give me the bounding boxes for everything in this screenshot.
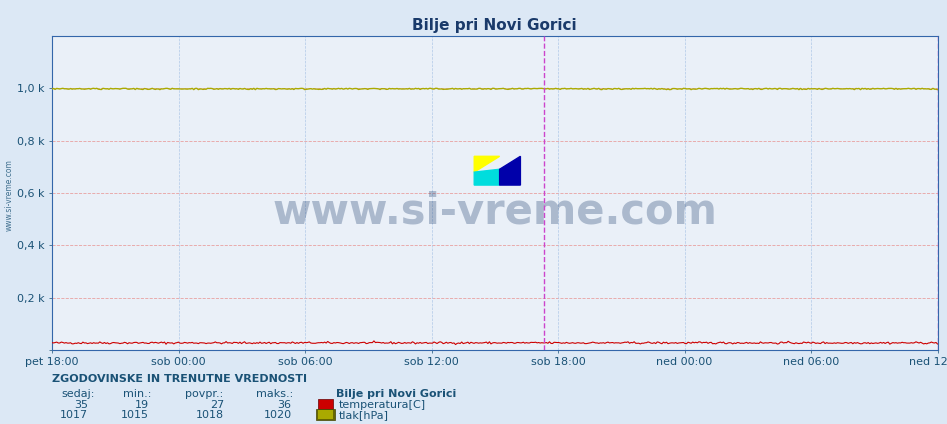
Text: 35: 35 [74, 400, 88, 410]
Text: maks.:: maks.: [256, 389, 293, 399]
Text: 1020: 1020 [263, 410, 292, 421]
Text: www.si-vreme.com: www.si-vreme.com [5, 159, 14, 231]
Text: 19: 19 [134, 400, 149, 410]
Text: 36: 36 [277, 400, 292, 410]
Text: Bilje pri Novi Gorici: Bilje pri Novi Gorici [336, 389, 456, 399]
Text: 1018: 1018 [196, 410, 224, 421]
Polygon shape [500, 156, 521, 185]
Text: www.si-vreme.com: www.si-vreme.com [273, 191, 717, 233]
Text: povpr.:: povpr.: [185, 389, 223, 399]
Polygon shape [474, 156, 500, 172]
Title: Bilje pri Novi Gorici: Bilje pri Novi Gorici [413, 19, 577, 33]
Text: 1015: 1015 [120, 410, 149, 421]
Text: 27: 27 [210, 400, 224, 410]
Text: min.:: min.: [123, 389, 152, 399]
Polygon shape [474, 169, 500, 185]
Text: temperatura[C]: temperatura[C] [339, 400, 426, 410]
Text: sedaj:: sedaj: [62, 389, 95, 399]
Text: tlak[hPa]: tlak[hPa] [339, 410, 389, 421]
Text: 1017: 1017 [60, 410, 88, 421]
Text: ZGODOVINSKE IN TRENUTNE VREDNOSTI: ZGODOVINSKE IN TRENUTNE VREDNOSTI [52, 374, 307, 385]
